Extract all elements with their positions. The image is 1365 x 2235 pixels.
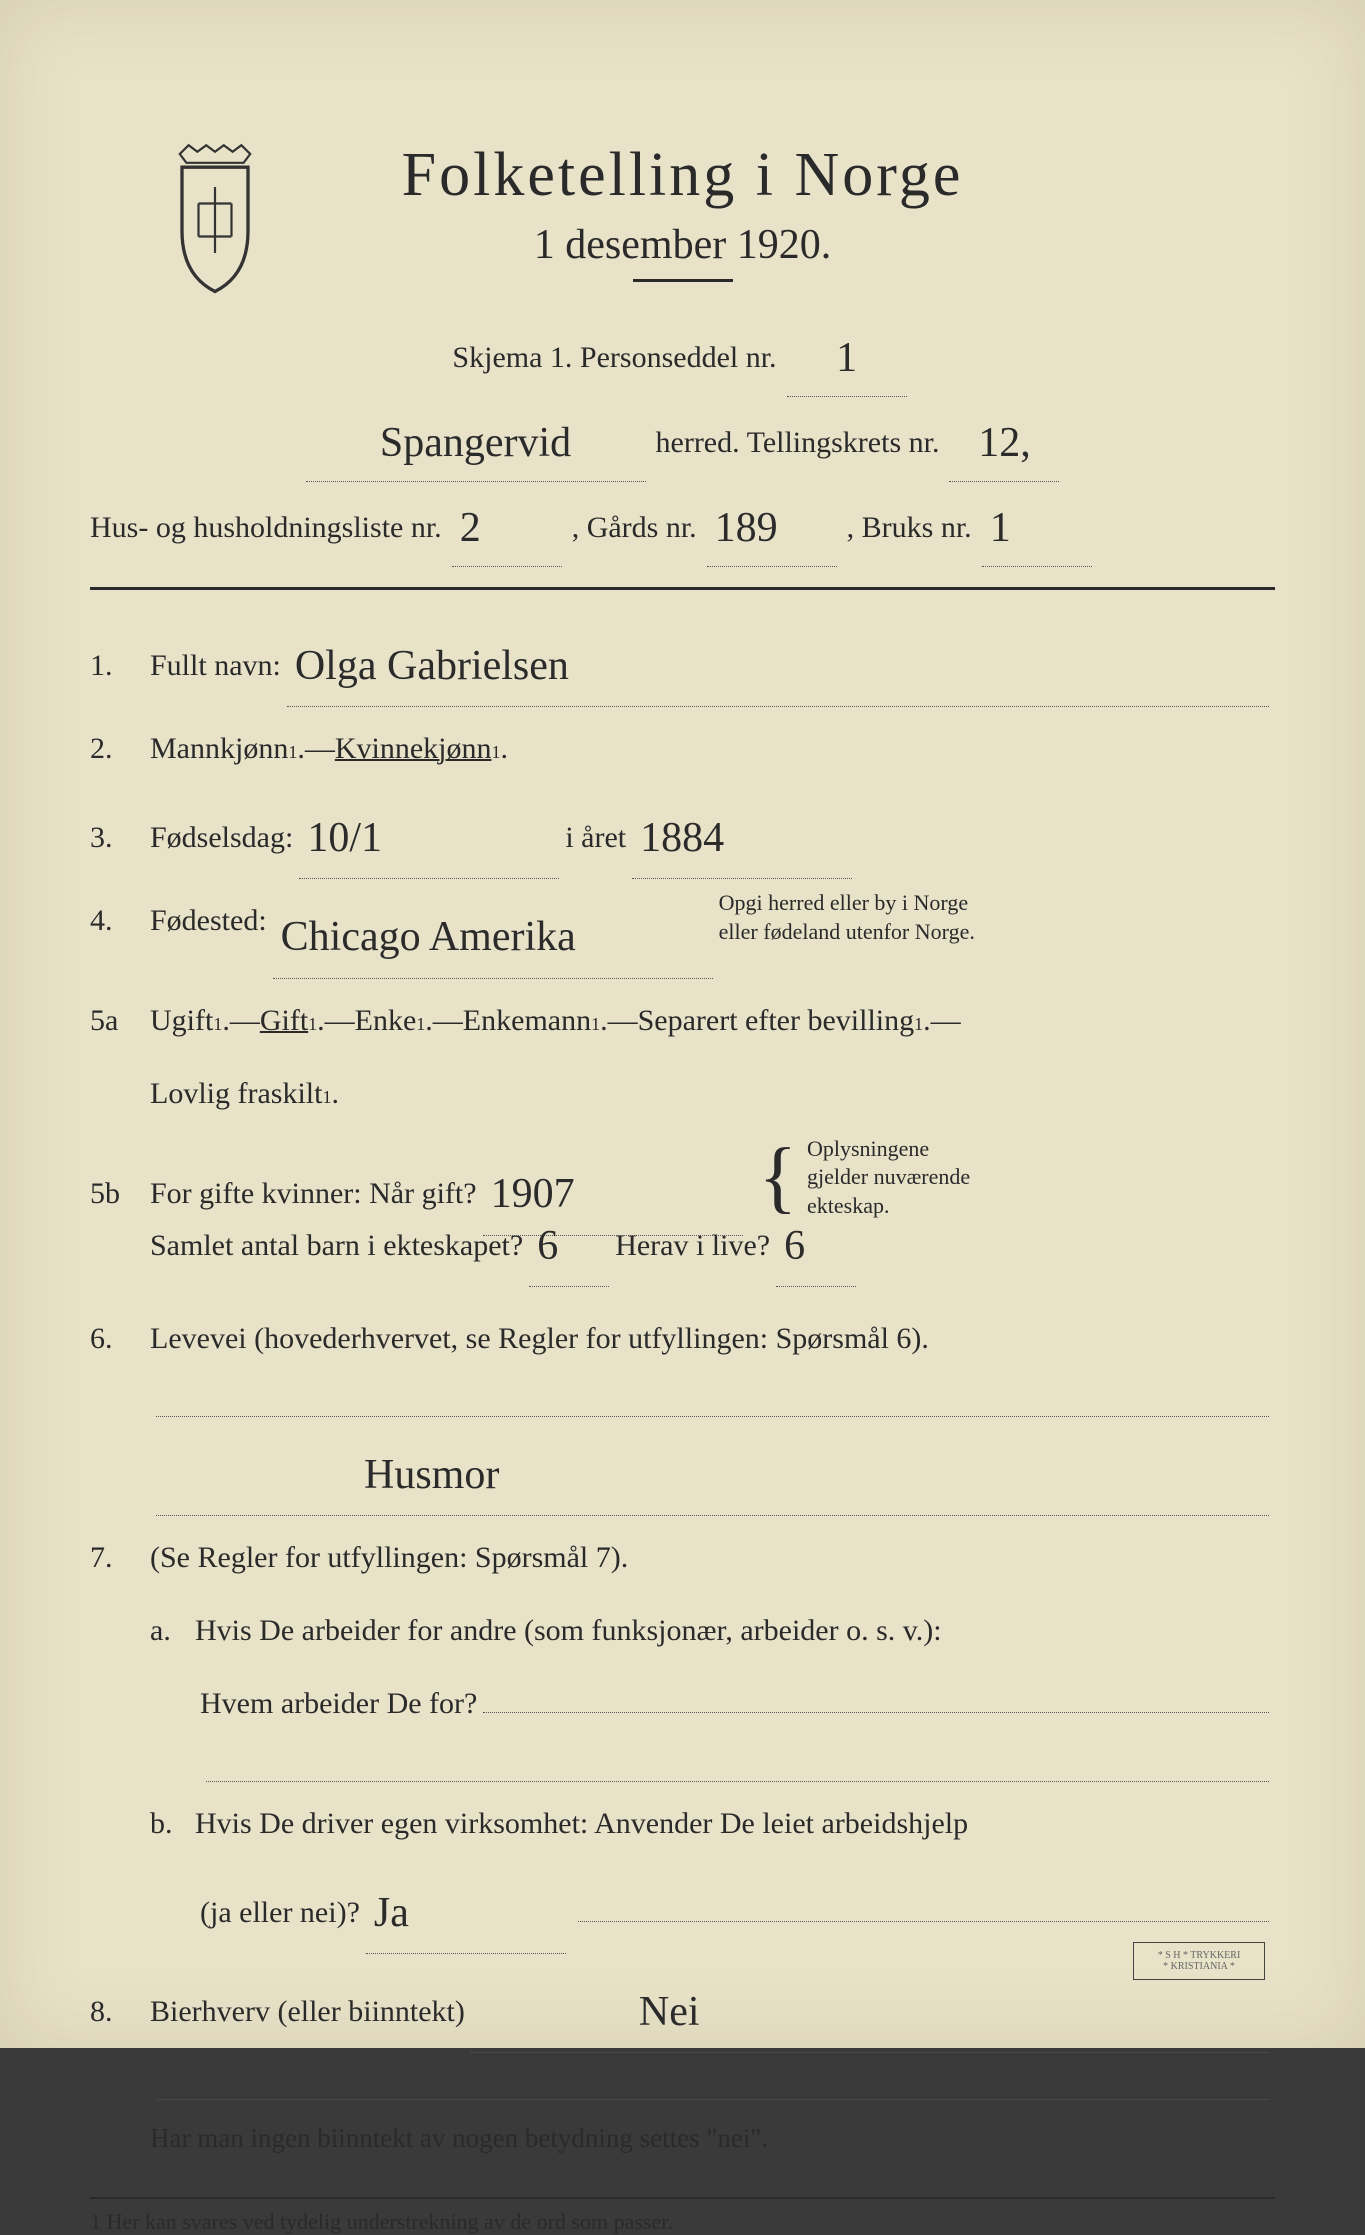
q7b-line2: (ja eller nei)?: [200, 1881, 360, 1944]
q5a-separert: Separert efter bevilling: [638, 989, 915, 1052]
herred-value: Spangervid: [372, 420, 579, 466]
q5a-fraskilt: Lovlig fraskilt: [150, 1062, 322, 1125]
q1-num: 1.: [90, 634, 150, 697]
q5a-enkemann: Enkemann: [463, 989, 591, 1052]
q6-row: 6. Levevei (hovederhvervet, se Regler fo…: [90, 1307, 1275, 1370]
q6-fill2: Husmor: [150, 1427, 1275, 1516]
footnote: 1 Her kan svares ved tydelig understrekn…: [90, 2209, 1275, 2235]
q8-num: 8.: [90, 1980, 150, 2043]
q8-note-row: Har man ingen biinntekt av nogen betydni…: [150, 2110, 1275, 2167]
q1-row: 1. Fullt navn: Olga Gabrielsen: [90, 618, 1275, 707]
header-divider: [90, 587, 1275, 590]
q7-row: 7. (Se Regler for utfyllingen: Spørsmål …: [90, 1526, 1275, 1589]
q3-label: Fødselsdag:: [150, 806, 293, 869]
q5a-row1: 5a Ugift1. — Gift1. — Enke1. — Enkemann1…: [90, 989, 1275, 1052]
q7a-row1: a. Hvis De arbeider for andre (som funks…: [150, 1599, 1275, 1662]
gaards-label: , Gårds nr.: [572, 498, 697, 558]
q7b-row2: (ja eller nei)? Ja: [200, 1865, 1275, 1954]
q7b-line1: Hvis De driver egen virksomhet: Anvender…: [195, 1792, 968, 1855]
q6-value: Husmor: [356, 1452, 507, 1498]
q8-note: Har man ingen biinntekt av nogen betydni…: [150, 2110, 768, 2167]
q3-year: 1884: [632, 815, 732, 861]
q5b-num: 5b: [90, 1162, 150, 1225]
q7a-fill: [200, 1745, 1275, 1782]
q7b-value: Ja: [366, 1890, 417, 1936]
schema-label: Skjema 1. Personseddel nr.: [452, 328, 776, 388]
q3-num: 3.: [90, 806, 150, 869]
q8-fill: [150, 2063, 1275, 2100]
hushold-label: Hus- og husholdningsliste nr.: [90, 498, 442, 558]
tellingskrets-nr: 12,: [970, 420, 1039, 466]
q5b-barn-live: 6: [776, 1223, 813, 1269]
q3-row: 3. Fødselsdag: 10/1 i året 1884: [90, 790, 1275, 879]
header-block: Skjema 1. Personseddel nr. 1 Spangervid …: [90, 312, 1275, 567]
coat-of-arms: [160, 140, 270, 300]
q8-value: Nei: [631, 1989, 708, 2035]
q5a-gift: Gift: [260, 989, 308, 1052]
q7a-line1: Hvis De arbeider for andre (som funksjon…: [195, 1599, 942, 1662]
q2-row: 2. Mannkjønn1. — Kvinnekjønn1.: [90, 717, 1275, 780]
q8-label: Bierhverv (eller biinntekt): [150, 1980, 465, 2043]
q3-day: 10/1: [299, 815, 390, 861]
q4-row: 4. Fødested: Chicago Amerika Opgi herred…: [90, 889, 1275, 978]
q4-num: 4.: [90, 889, 150, 952]
gaards-nr: 189: [707, 505, 786, 551]
bruks-label: , Bruks nr.: [847, 498, 972, 558]
q4-note: Opgi herred eller by i Norge eller fødel…: [719, 889, 975, 946]
q4-label: Fødested:: [150, 889, 267, 952]
q7b-row1: b. Hvis De driver egen virksomhet: Anven…: [150, 1792, 1275, 1855]
title-divider: [633, 279, 733, 282]
footer-divider: [90, 2197, 1275, 2199]
personseddel-nr: 1: [828, 335, 865, 381]
form-body: 1. Fullt navn: Olga Gabrielsen 2. Mannkj…: [90, 618, 1275, 2167]
q5a-num: 5a: [90, 989, 150, 1052]
q7a-num: a.: [150, 1599, 195, 1662]
q5b-label2: Samlet antal barn i ekteskapet?: [150, 1214, 523, 1277]
printer-stamp: * S H * TRYKKERI * KRISTIANIA *: [1133, 1942, 1265, 1980]
q6-num: 6.: [90, 1307, 150, 1370]
q1-label: Fullt navn:: [150, 634, 281, 697]
q5a-row2: Lovlig fraskilt1.: [150, 1062, 1275, 1125]
census-form-page: Folketelling i Norge 1 desember 1920. Sk…: [0, 0, 1365, 2048]
hushold-nr: 2: [452, 505, 489, 551]
q5a-ugift: Ugift: [150, 989, 213, 1052]
brace-icon: {: [759, 1153, 797, 1201]
q2-kvinne: Kvinnekjønn: [335, 717, 492, 780]
q5a-enke: Enke: [355, 989, 417, 1052]
q7a-line2: Hvem arbeider De for?: [200, 1672, 477, 1735]
q5b-barn-total: 6: [529, 1223, 566, 1269]
q7-num: 7.: [90, 1526, 150, 1589]
q6-fill1: [150, 1380, 1275, 1417]
herred-label: herred. Tellingskrets nr.: [656, 413, 940, 473]
q2-mann: Mannkjønn: [150, 717, 288, 780]
q4-value: Chicago Amerika: [273, 914, 584, 960]
q7a-row2: Hvem arbeider De for?: [200, 1672, 1275, 1735]
q6-label: Levevei (hovederhvervet, se Regler for u…: [150, 1307, 929, 1370]
q8-row: 8. Bierhverv (eller biinntekt) Nei: [90, 1964, 1275, 2053]
q1-value: Olga Gabrielsen: [287, 643, 577, 689]
bruks-nr: 1: [982, 505, 1019, 551]
q7b-num: b.: [150, 1792, 195, 1855]
q3-mid: i året: [565, 806, 626, 869]
q2-num: 2.: [90, 717, 150, 780]
q7-label: (Se Regler for utfyllingen: Spørsmål 7).: [150, 1526, 628, 1589]
